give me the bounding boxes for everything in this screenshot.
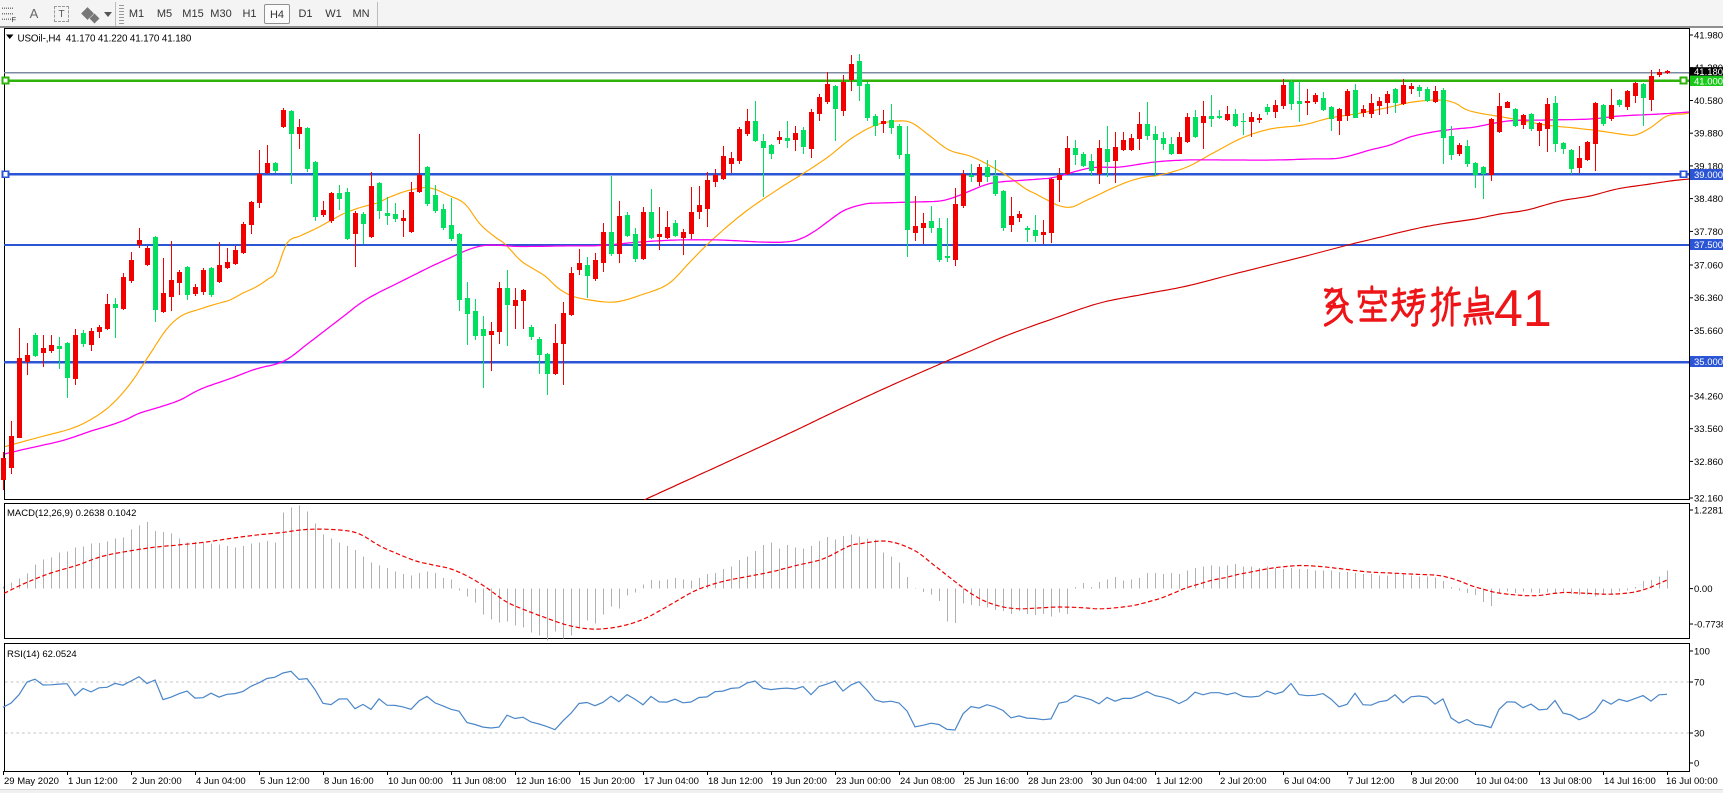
- svg-text:37.500: 37.500: [1694, 240, 1723, 251]
- svg-text:19 Jun 20:00: 19 Jun 20:00: [772, 776, 827, 787]
- svg-text:36.360: 36.360: [1694, 293, 1723, 304]
- svg-text:MACD(12,26,9) 0.2638 0.1042: MACD(12,26,9) 0.2638 0.1042: [7, 508, 136, 519]
- svg-text:-0.7738: -0.7738: [1694, 619, 1723, 630]
- svg-text:4 Jun 04:00: 4 Jun 04:00: [196, 776, 246, 787]
- svg-text:0.00: 0.00: [1694, 584, 1713, 595]
- svg-text:24 Jun 08:00: 24 Jun 08:00: [900, 776, 955, 787]
- svg-text:17 Jun 04:00: 17 Jun 04:00: [644, 776, 699, 787]
- svg-text:35.000: 35.000: [1694, 357, 1723, 368]
- svg-text:41.000: 41.000: [1694, 76, 1723, 87]
- svg-text:28 Jun 23:00: 28 Jun 23:00: [1028, 776, 1083, 787]
- svg-text:10 Jul 04:00: 10 Jul 04:00: [1476, 776, 1528, 787]
- svg-text:41.180: 41.180: [1694, 67, 1723, 78]
- svg-text:11 Jun 08:00: 11 Jun 08:00: [452, 776, 506, 787]
- svg-text:0: 0: [1694, 758, 1699, 769]
- svg-text:39.180: 39.180: [1694, 161, 1723, 172]
- svg-text:37.060: 37.060: [1694, 260, 1723, 271]
- svg-text:100: 100: [1694, 646, 1710, 657]
- svg-text:7 Jul 12:00: 7 Jul 12:00: [1348, 776, 1394, 787]
- svg-text:USOil-,H4 41.170 41.220 41.17: USOil-,H4 41.170 41.220 41.170 41.180: [18, 34, 192, 45]
- svg-text:30: 30: [1694, 728, 1705, 739]
- svg-text:39.000: 39.000: [1694, 170, 1723, 181]
- svg-text:37.780: 37.780: [1694, 227, 1723, 238]
- svg-text:10 Jun 00:00: 10 Jun 00:00: [388, 776, 443, 787]
- svg-text:18 Jun 12:00: 18 Jun 12:00: [708, 776, 763, 787]
- svg-text:RSI(14) 62.0524: RSI(14) 62.0524: [7, 649, 77, 660]
- svg-text:38.480: 38.480: [1694, 194, 1723, 205]
- svg-text:70: 70: [1694, 677, 1705, 688]
- svg-text:8 Jul 20:00: 8 Jul 20:00: [1412, 776, 1458, 787]
- svg-text:32.160: 32.160: [1694, 493, 1723, 504]
- svg-text:41: 41: [1494, 280, 1552, 338]
- svg-text:39.880: 39.880: [1694, 129, 1723, 140]
- svg-text:30 Jun 04:00: 30 Jun 04:00: [1092, 776, 1147, 787]
- svg-text:8 Jun 16:00: 8 Jun 16:00: [324, 776, 374, 787]
- svg-text:1.2281: 1.2281: [1694, 505, 1723, 516]
- svg-text:33.560: 33.560: [1694, 424, 1723, 435]
- svg-text:12 Jun 16:00: 12 Jun 16:00: [516, 776, 571, 787]
- svg-text:32.860: 32.860: [1694, 457, 1723, 468]
- svg-text:1 Jul 12:00: 1 Jul 12:00: [1156, 776, 1202, 787]
- svg-text:29 May 2020: 29 May 2020: [4, 776, 59, 787]
- svg-text:16 Jul 00:00: 16 Jul 00:00: [1666, 776, 1718, 787]
- svg-text:41.980: 41.980: [1694, 30, 1723, 41]
- svg-text:6 Jul 04:00: 6 Jul 04:00: [1284, 776, 1330, 787]
- svg-text:15 Jun 20:00: 15 Jun 20:00: [580, 776, 635, 787]
- svg-text:23 Jun 00:00: 23 Jun 00:00: [836, 776, 891, 787]
- svg-text:2 Jun 20:00: 2 Jun 20:00: [132, 776, 182, 787]
- svg-text:13 Jul 08:00: 13 Jul 08:00: [1540, 776, 1592, 787]
- svg-text:34.260: 34.260: [1694, 391, 1723, 402]
- svg-text:25 Jun 16:00: 25 Jun 16:00: [964, 776, 1019, 787]
- svg-text:35.660: 35.660: [1694, 326, 1723, 337]
- svg-text:14 Jul 16:00: 14 Jul 16:00: [1604, 776, 1656, 787]
- svg-text:2 Jul 20:00: 2 Jul 20:00: [1220, 776, 1266, 787]
- svg-text:40.580: 40.580: [1694, 96, 1723, 107]
- svg-text:5 Jun 12:00: 5 Jun 12:00: [260, 776, 310, 787]
- svg-text:1 Jun 12:00: 1 Jun 12:00: [68, 776, 118, 787]
